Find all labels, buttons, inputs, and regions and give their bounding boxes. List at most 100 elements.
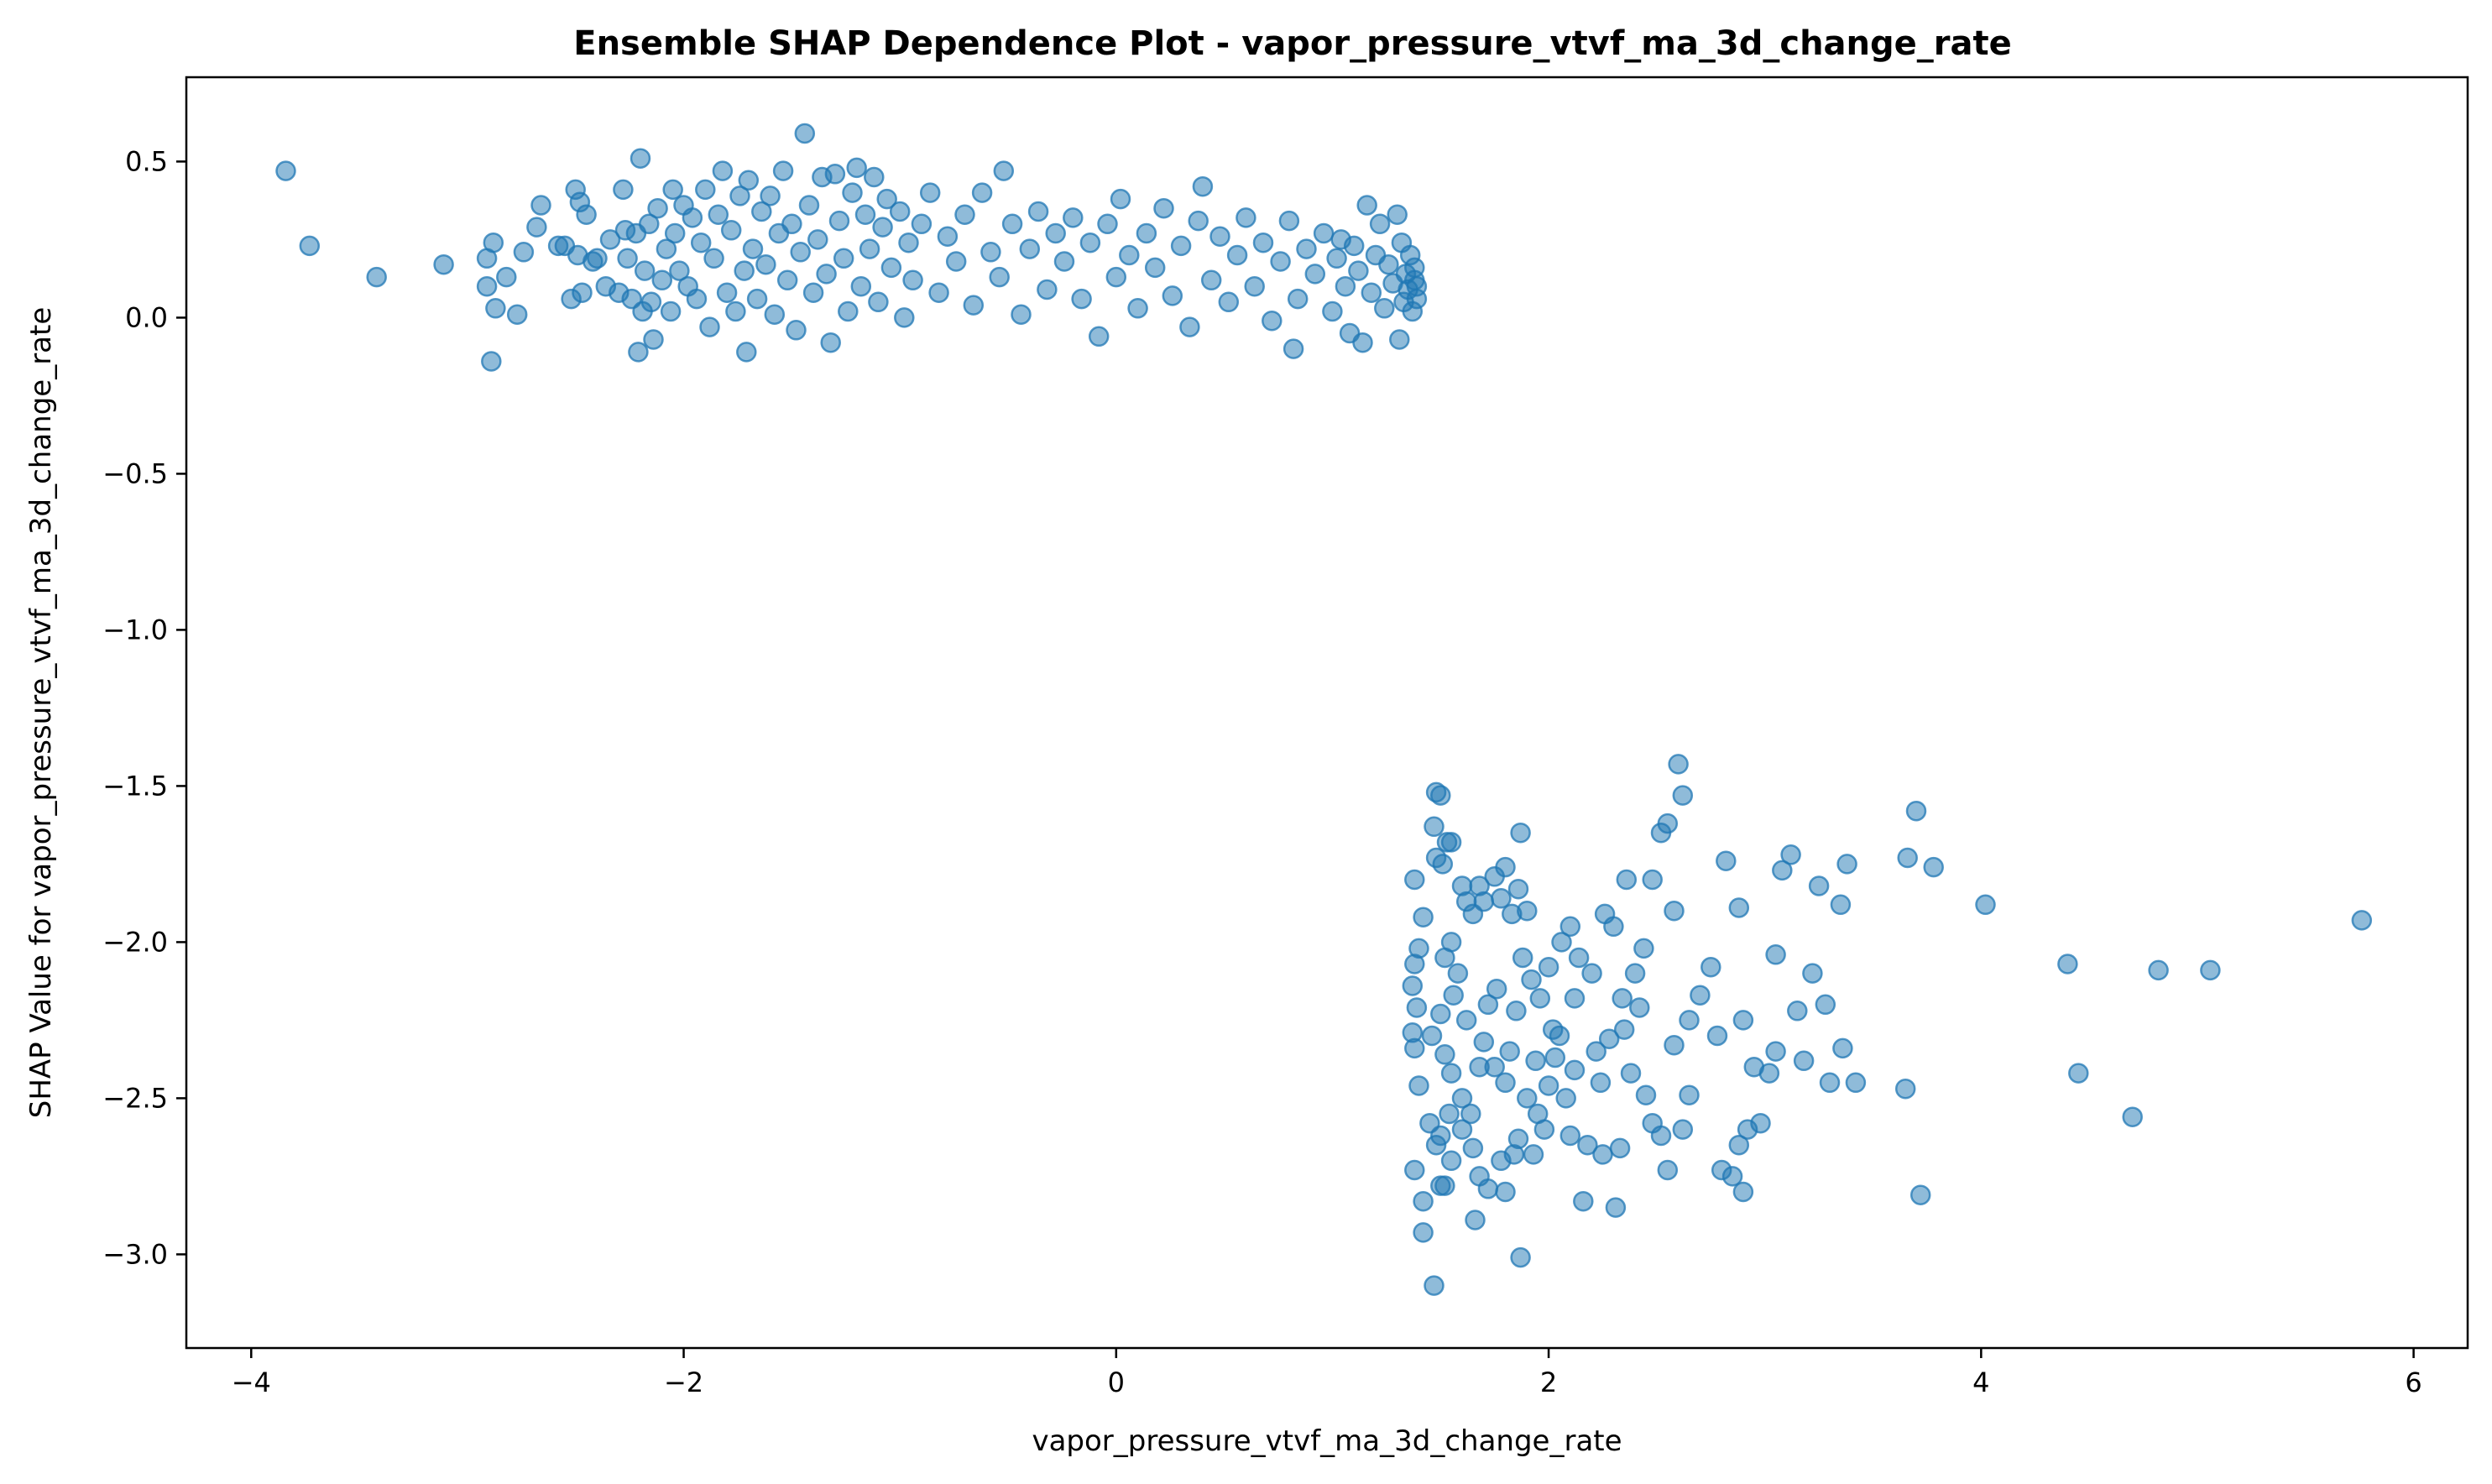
scatter-point xyxy=(1352,332,1373,353)
scatter-point xyxy=(1424,816,1445,838)
scatter-point xyxy=(640,291,662,313)
scatter-point xyxy=(824,164,846,185)
scatter-point xyxy=(1406,997,1428,1018)
scatter-point xyxy=(2148,959,2169,981)
scatter-point xyxy=(980,242,1001,263)
scatter-point xyxy=(660,300,682,322)
scatter-point xyxy=(2068,1063,2089,1084)
scatter-point xyxy=(1894,1078,1916,1100)
scatter-point xyxy=(1387,204,1408,225)
scatter-point xyxy=(1620,1063,1642,1084)
scatter-point xyxy=(1406,275,1428,297)
scatter-point xyxy=(587,248,608,269)
scatter-point xyxy=(2351,910,2373,931)
scatter-point xyxy=(894,307,915,328)
scatter-point xyxy=(1650,1125,1672,1147)
scatter-point xyxy=(617,248,638,269)
scatter-point xyxy=(1507,1128,1529,1150)
scatter-point xyxy=(1495,1181,1516,1203)
scatter-point xyxy=(664,222,686,244)
scatter-point xyxy=(1408,938,1429,959)
scatter-point xyxy=(1413,907,1434,928)
scatter-point xyxy=(651,269,673,291)
scatter-point xyxy=(1897,847,1918,869)
x-axis-label: vapor_pressure_vtvf_ma_3d_change_rate xyxy=(1032,1424,1622,1458)
scatter-point xyxy=(1170,235,1192,257)
scatter-point xyxy=(1335,275,1356,297)
scatter-point xyxy=(1793,1050,1815,1072)
scatter-point xyxy=(1105,266,1127,288)
scatter-point xyxy=(1447,963,1469,984)
scatter-point xyxy=(513,242,535,263)
scatter-point xyxy=(1162,285,1183,306)
scatter-point xyxy=(1765,1041,1786,1062)
scatter-point xyxy=(1830,894,1852,916)
scatter-point xyxy=(1573,1190,1594,1212)
scatter-point xyxy=(1440,1150,1462,1172)
scatter-point xyxy=(1389,329,1410,350)
scatter-point xyxy=(1495,1072,1516,1094)
scatter-point xyxy=(1629,997,1650,1018)
scatter-point xyxy=(576,204,597,225)
scatter-point xyxy=(1402,975,1424,996)
scatter-point xyxy=(1559,1125,1581,1147)
scatter-point xyxy=(656,238,677,259)
scatter-point xyxy=(1525,1050,1546,1072)
scatter-point xyxy=(1551,932,1572,953)
scatter-point xyxy=(911,213,933,235)
scatter-point xyxy=(971,182,993,203)
scatter-point xyxy=(708,204,729,225)
scatter-point xyxy=(682,207,703,228)
scatter-point xyxy=(1283,338,1304,359)
scatter-point xyxy=(1079,232,1101,253)
scatter-point xyxy=(1538,1075,1559,1096)
scatter-point xyxy=(1732,1181,1754,1203)
scatter-point xyxy=(1716,850,1737,871)
scatter-point xyxy=(1832,1037,1853,1059)
scatter-point xyxy=(496,266,517,288)
scatter-point xyxy=(1491,888,1512,909)
scatter-point xyxy=(850,275,872,297)
scatter-point xyxy=(712,160,734,181)
scatter-point xyxy=(1555,1088,1576,1109)
scatter-point xyxy=(1664,1034,1685,1056)
scatter-point xyxy=(954,204,975,225)
scatter-point xyxy=(1586,1041,1606,1062)
scatter-point xyxy=(1209,226,1230,247)
scatter-point xyxy=(1451,1119,1473,1140)
scatter-point xyxy=(1657,813,1679,834)
scatter-point xyxy=(695,179,716,201)
scatter-point xyxy=(366,266,387,288)
scatter-point xyxy=(1701,956,1721,978)
scatter-point xyxy=(530,195,551,216)
scatter-point xyxy=(1439,1103,1460,1125)
scatter-point xyxy=(639,213,660,235)
scatter-point xyxy=(781,213,802,235)
scatter-point xyxy=(483,232,504,253)
scatter-point xyxy=(1568,947,1590,969)
scatter-point xyxy=(716,282,738,303)
scatter-point xyxy=(1905,800,1927,822)
scatter-point xyxy=(1153,197,1174,219)
scatter-point xyxy=(1819,1072,1841,1094)
scatter-point xyxy=(1836,854,1857,875)
scatter-point xyxy=(798,195,820,216)
scatter-point xyxy=(1244,275,1265,297)
scatter-point xyxy=(846,157,867,179)
scatter-point xyxy=(937,226,959,247)
scatter-point xyxy=(1430,1125,1451,1147)
scatter-point xyxy=(1361,282,1382,303)
scatter-point xyxy=(1542,1019,1564,1040)
scatter-point xyxy=(1633,938,1654,959)
scatter-point xyxy=(1413,1222,1434,1243)
scatter-point xyxy=(1434,947,1455,969)
scatter-point xyxy=(2200,959,2221,981)
scatter-point xyxy=(1469,1056,1490,1078)
scatter-point xyxy=(1462,1137,1484,1159)
scatter-point xyxy=(864,166,885,188)
scatter-point xyxy=(506,304,528,325)
scatter-point xyxy=(1765,944,1786,965)
scatter-point xyxy=(1440,1063,1462,1084)
scatter-point xyxy=(1975,894,1996,916)
chart-title: Ensemble SHAP Dependence Plot - vapor_pr… xyxy=(573,24,2012,63)
